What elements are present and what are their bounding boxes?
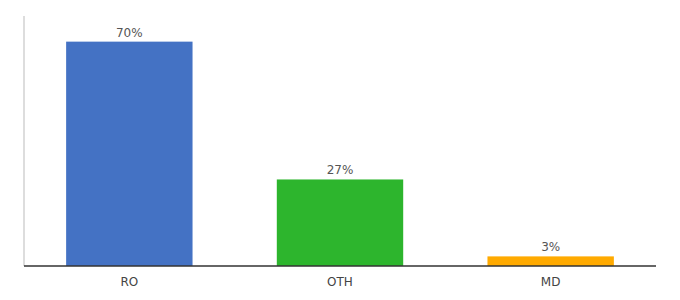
chart-container: 70% 27% 3% RO OTH MD — [0, 0, 680, 300]
x-tick-label: MD — [541, 275, 561, 289]
data-label: 3% — [541, 240, 560, 254]
bars — [66, 42, 614, 266]
x-axis-line — [24, 265, 656, 267]
bar — [66, 42, 192, 266]
x-tick-label: OTH — [327, 275, 353, 289]
bar — [487, 256, 613, 266]
data-label: 27% — [327, 163, 354, 177]
chart-svg: 70% 27% 3% RO OTH MD — [0, 0, 680, 300]
data-label: 70% — [116, 26, 143, 40]
y-axis-line — [24, 16, 25, 266]
x-tick-label: RO — [120, 275, 138, 289]
bar — [277, 179, 403, 266]
